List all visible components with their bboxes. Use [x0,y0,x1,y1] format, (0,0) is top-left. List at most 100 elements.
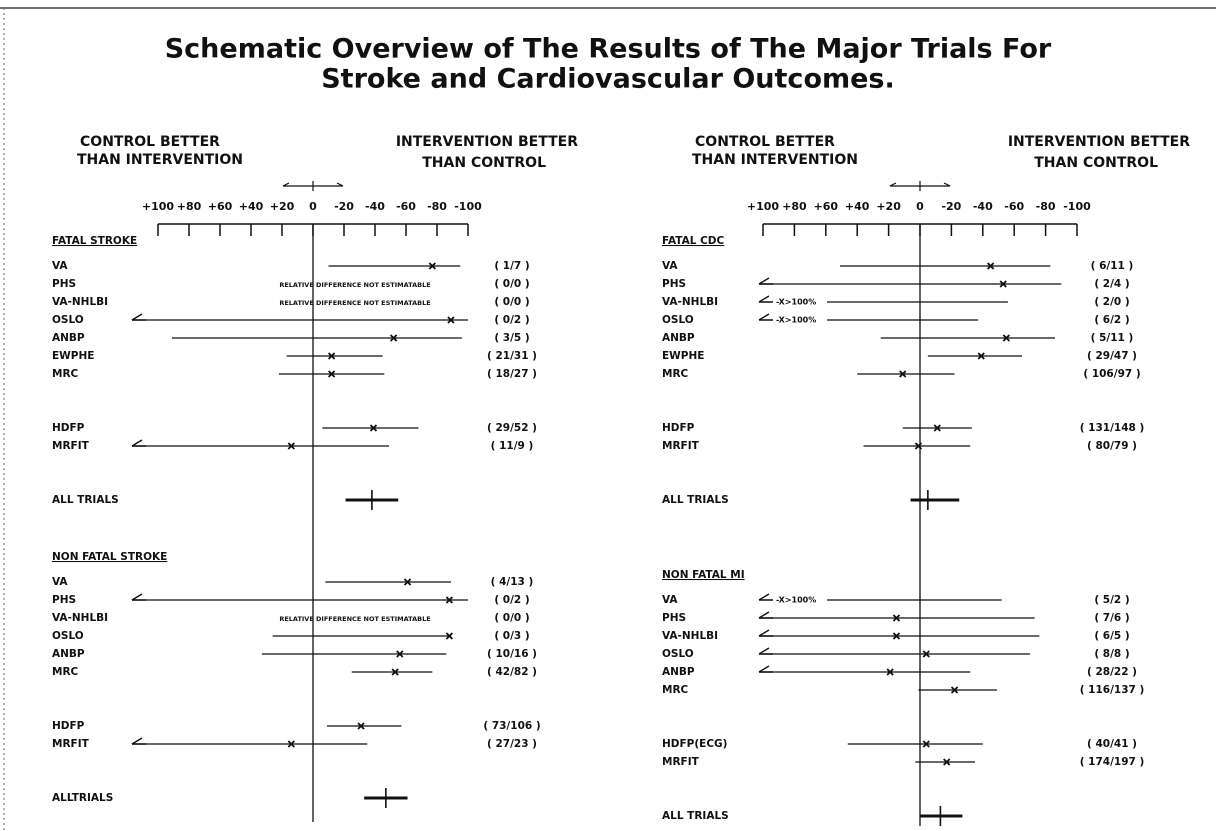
row-label: ALL TRIALS [52,494,119,506]
open-arrow [758,593,773,601]
point-estimate [933,424,941,432]
counts: ( 116/137 ) [1080,684,1145,696]
section-heading: FATAL STROKE [52,235,137,247]
point-estimate [428,262,436,270]
not-estimatable: RELATIVE DIFFERENCE NOT ESTIMATABLE [279,615,430,623]
row-label: VA-NHLBI [52,296,108,308]
point-estimate [977,352,985,360]
x-tick-label: +20 [876,200,901,213]
counts: ( 0/0 ) [494,278,529,290]
row-label: OSLO [662,648,694,660]
direction-arrows [282,181,344,191]
x-tick-label: -100 [454,200,482,213]
title-line: Stroke and Cardiovascular Outcomes. [321,64,895,95]
x-tick-label: +20 [270,200,295,213]
counts: ( 28/22 ) [1087,666,1137,678]
note: -X>100% [776,596,816,605]
counts: ( 29/52 ) [487,422,537,434]
row-label: ANBP [52,648,85,660]
row-label: ALL TRIALS [662,810,729,822]
counts: ( 0/2 ) [494,314,529,326]
counts: ( 11/9 ) [491,440,534,452]
header: THAN CONTROL [1034,155,1158,171]
open-arrow [131,737,146,745]
section-heading: NON FATAL STROKE [52,551,167,563]
counts: ( 10/16 ) [487,648,537,660]
row-label: VA-NHLBI [662,630,718,642]
section-heading: NON FATAL MI [662,569,745,581]
counts: ( 29/47 ) [1087,350,1137,362]
point-estimate [327,352,336,360]
counts: ( 2/0 ) [1094,296,1129,308]
counts: ( 80/79 ) [1087,440,1137,452]
counts: ( 73/106 ) [483,720,540,732]
row-label: VA [662,260,678,272]
open-arrow [758,629,773,637]
point-estimate [357,722,365,730]
x-tick-label: -80 [427,200,447,213]
x-tick-label: +80 [177,200,202,213]
row-label: VA [52,260,68,272]
point-estimate [391,668,399,676]
open-arrow [758,277,773,285]
open-arrow [131,593,146,601]
header: THAN INTERVENTION [77,152,243,168]
row-label: MRC [662,368,689,380]
counts: ( 1/7 ) [494,260,529,272]
open-arrow [131,439,146,447]
point-estimate [922,740,930,748]
counts: ( 174/197 ) [1080,756,1145,768]
x-tick-label: +100 [142,200,175,213]
row-label: HDFP [662,422,695,434]
open-arrow [758,665,773,673]
header: CONTROL BETTER [80,134,220,150]
not-estimatable: RELATIVE DIFFERENCE NOT ESTIMATABLE [279,281,430,289]
x-tick-label: -20 [334,200,354,213]
counts: ( 131/148 ) [1080,422,1145,434]
point-estimate [389,334,398,342]
counts: ( 0/2 ) [494,594,529,606]
point-estimate [327,370,336,378]
x-tick-label: +40 [239,200,264,213]
row-label: VA [52,576,68,588]
row-label: MRC [52,666,79,678]
point-estimate [287,442,295,450]
point-estimate [892,632,901,640]
counts: ( 40/41 ) [1087,738,1137,750]
counts: ( 0/0 ) [494,612,529,624]
row-label: HDFP [52,720,85,732]
row-label: VA-NHLBI [52,612,108,624]
counts: ( 5/11 ) [1091,332,1134,344]
open-arrow [758,647,773,655]
counts: ( 6/5 ) [1094,630,1129,642]
row-label: EWPHE [662,350,704,362]
point-estimate [1002,334,1010,342]
point-estimate [999,280,1007,288]
header: THAN INTERVENTION [692,152,858,168]
header: INTERVENTION BETTER [1008,134,1190,150]
counts: ( 0/3 ) [494,630,529,642]
row-label: MRC [52,368,79,380]
row-label: VA-NHLBI [662,296,718,308]
header: THAN CONTROL [422,155,546,171]
point-estimate [922,650,930,658]
point-estimate [914,442,923,450]
counts: ( 3/5 ) [494,332,529,344]
open-arrow [758,611,773,619]
x-tick-label: -40 [365,200,385,213]
point-estimate [886,668,894,676]
section-heading: FATAL CDC [662,235,725,247]
row-label: MRFIT [52,440,90,452]
point-estimate [987,262,995,270]
row-label: MRFIT [662,440,700,452]
row-label: VA [662,594,678,606]
open-arrow [758,295,773,303]
counts: ( 8/8 ) [1094,648,1129,660]
row-label: ALL TRIALS [662,494,729,506]
counts: ( 106/97 ) [1083,368,1140,380]
row-label: PHS [52,278,76,290]
x-tick-label: +40 [845,200,870,213]
open-arrow [758,313,773,321]
counts: ( 27/23 ) [487,738,537,750]
point-estimate [447,316,455,324]
